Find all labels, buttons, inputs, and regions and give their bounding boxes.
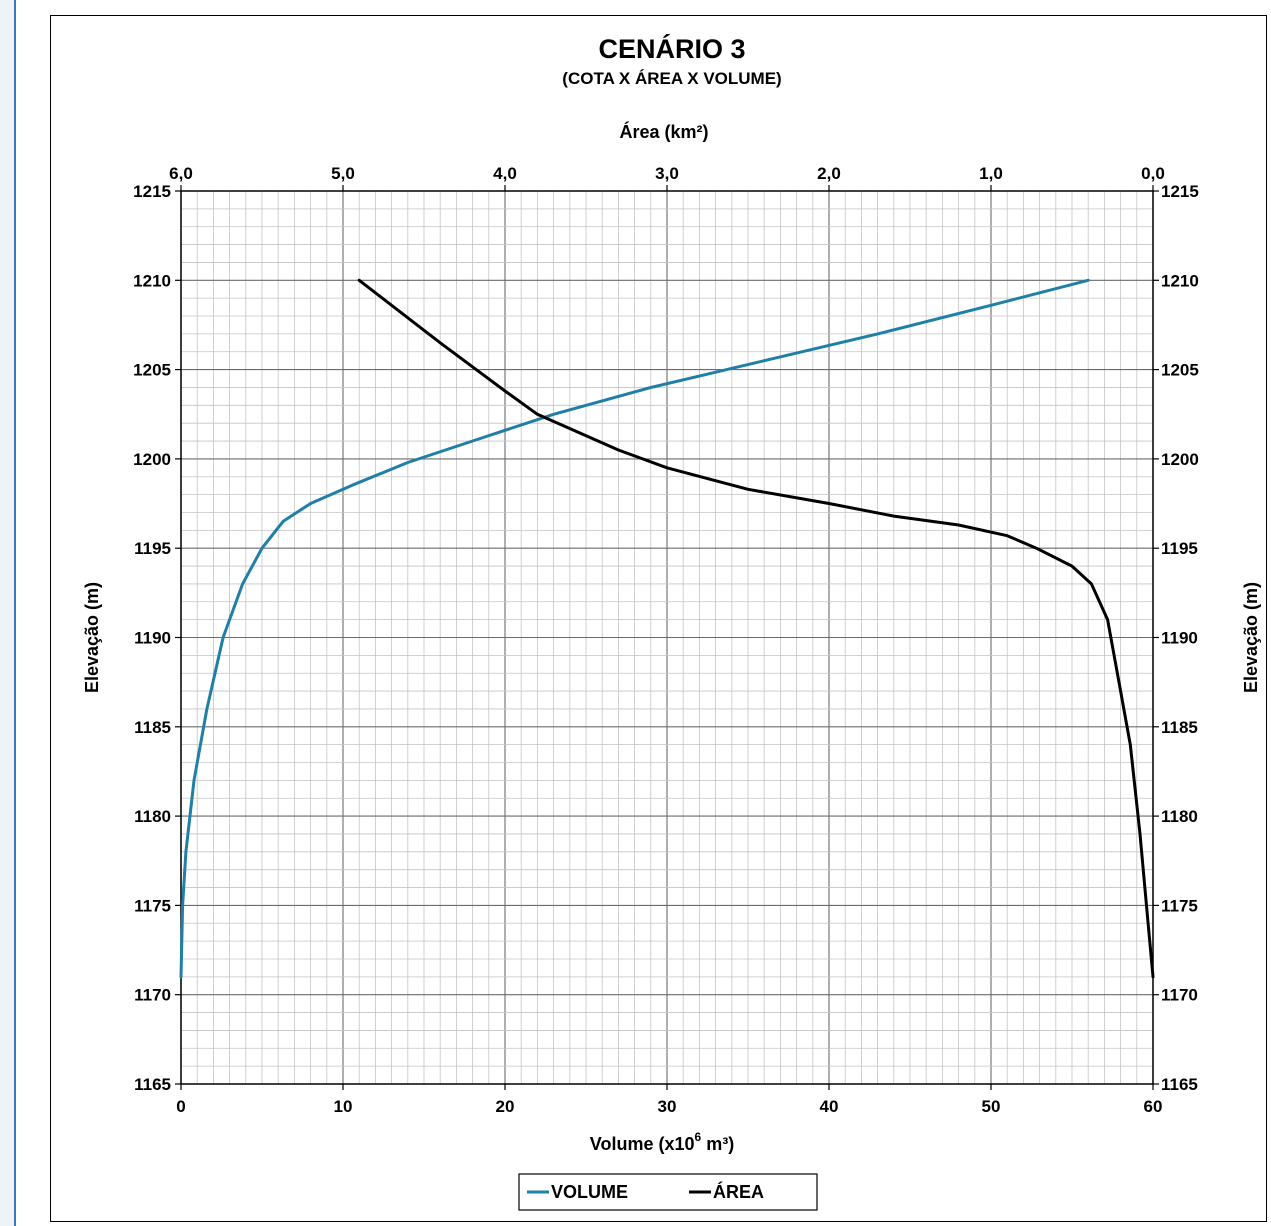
y-tick-label-right: 1195 <box>1161 539 1198 558</box>
x-bottom-tick-label: 60 <box>1144 1097 1163 1116</box>
series-line-volume <box>179 278 1090 979</box>
x-bottom-tick-label: 50 <box>982 1097 1001 1116</box>
chart-title: CENÁRIO 3 <box>598 33 745 64</box>
y-tick-label-left: 1165 <box>134 1075 171 1094</box>
x-axis-top-label: Área (km²) <box>619 121 708 142</box>
legend-box <box>518 1173 818 1211</box>
y-tick-label-left: 1185 <box>134 718 171 737</box>
axis-ticks: 1165 1165 1170 1170 1175 1175 1180 1180 1185 1185… <box>133 164 1199 1116</box>
grid <box>180 190 1154 1085</box>
y-tick-label-left: 1200 <box>133 450 171 469</box>
series-lines <box>179 278 1155 979</box>
legend-label-volume: VOLUME <box>551 1182 628 1202</box>
x-bottom-tick-label: 30 <box>658 1097 677 1116</box>
legend: VOLUME ÁREA <box>518 1173 818 1211</box>
y-tick-label-left: 1180 <box>134 807 171 826</box>
y-axis-right-label: Elevação (m) <box>1241 582 1261 693</box>
x-top-tick-label: 0,0 <box>1141 164 1165 183</box>
x-top-tick-label: 6,0 <box>169 164 193 183</box>
y-tick-label-right: 1190 <box>1161 629 1198 648</box>
x-top-tick-label: 1,0 <box>979 164 1003 183</box>
y-tick-label-right: 1165 <box>1161 1075 1198 1094</box>
y-tick-label-left: 1210 <box>133 271 171 290</box>
y-tick-label-left: 1195 <box>134 539 171 558</box>
y-tick-label-left: 1170 <box>134 986 171 1005</box>
y-tick-label-right: 1170 <box>1161 986 1198 1005</box>
y-tick-label-left: 1175 <box>134 896 171 915</box>
left-edge-strip <box>0 0 16 1226</box>
y-tick-label-right: 1185 <box>1161 718 1198 737</box>
x-axis-bottom-label-end: m³) <box>701 1134 734 1154</box>
y-tick-label-left: 1215 <box>133 182 171 201</box>
x-top-tick-label: 5,0 <box>331 164 355 183</box>
x-bottom-tick-label: 0 <box>176 1097 185 1116</box>
x-axis-bottom-label-sup: 6 <box>695 1130 702 1144</box>
x-axis-bottom-label: Volume (x106 m³) <box>590 1130 734 1154</box>
x-top-tick-label: 2,0 <box>817 164 841 183</box>
x-top-tick-label: 3,0 <box>655 164 679 183</box>
x-bottom-tick-label: 20 <box>496 1097 515 1116</box>
y-tick-label-right: 1180 <box>1161 807 1198 826</box>
y-tick-label-right: 1175 <box>1161 896 1198 915</box>
y-tick-label-right: 1205 <box>1161 361 1199 380</box>
chart-canvas: 1165 1165 1170 1170 1175 1175 1180 1180 1185 1185… <box>82 33 1261 1211</box>
y-tick-label-right: 1200 <box>1161 450 1199 469</box>
y-axis-left-label: Elevação (m) <box>82 582 102 693</box>
chart-frame: 1165 1165 1170 1170 1175 1175 1180 1180 1185 1185… <box>50 15 1267 1222</box>
y-tick-label-left: 1205 <box>133 361 171 380</box>
y-tick-label-right: 1210 <box>1161 271 1199 290</box>
series-line-area <box>357 278 1155 979</box>
x-bottom-tick-label: 10 <box>334 1097 353 1116</box>
y-tick-label-left: 1190 <box>134 629 171 648</box>
x-top-tick-label: 4,0 <box>493 164 517 183</box>
x-axis-bottom-label-main: Volume (x10 <box>590 1134 695 1154</box>
y-tick-label-right: 1215 <box>1161 182 1199 201</box>
x-bottom-tick-label: 40 <box>820 1097 839 1116</box>
legend-label-area: ÁREA <box>713 1181 764 1202</box>
chart-subtitle: (COTA X ÁREA X VOLUME) <box>562 69 781 88</box>
